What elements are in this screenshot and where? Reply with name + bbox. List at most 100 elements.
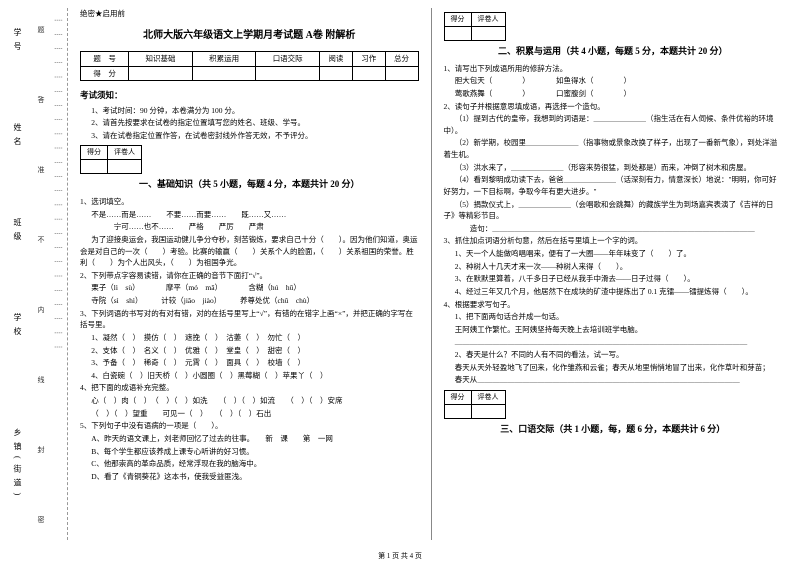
mark-table-3: 得分 评卷人 — [444, 390, 506, 419]
notice-2: 2、请首先按要求在试卷的指定位置填写您的姓名、班级、学号。 — [80, 117, 419, 129]
gutter-dots: ┊┊┊┊┊┊┊┊┊┊┊┊┊┊┊┊┊┊┊┊┊┊┊┊ — [54, 18, 62, 359]
r-q1-stem: 1、请写出下列成语所用的修辞方法。 — [444, 63, 783, 75]
mark-h0: 得分 — [81, 146, 108, 160]
gutter-label-xuehao: 学号 — [12, 28, 23, 56]
score-row-label: 得 分 — [81, 66, 129, 81]
score-value-row: 得 分 — [81, 66, 419, 81]
q5-c: C、他那崇高的革命品质，经常浮现在我的脑海中。 — [80, 458, 419, 470]
r-q2-l3: （3）洪水来了，＿＿＿＿＿＿＿（形容来势很猛，到处都是）而来，冲倒了树木和房屋。 — [444, 162, 783, 174]
q2-stem: 2、下列带点字容易读错，请你在正确的音节下面打“√”。 — [80, 270, 419, 282]
r-q3-l2: 2、种树人十几天才来一次——种树人来得（ ）。 — [444, 261, 783, 273]
q5-stem: 5、下列句子中没有语病的一项是（ ）。 — [80, 420, 419, 432]
score-blank — [256, 66, 320, 81]
score-h5: 习作 — [352, 52, 385, 67]
score-h3: 口语交际 — [256, 52, 320, 67]
left-column: 绝密★启用前 北师大版六年级语文上学期月考试题 A卷 附解析 题 号 知识基础 … — [68, 8, 431, 540]
score-blank — [352, 66, 385, 81]
q3-stem: 3、下列词语的书写对的有对有错，对的在括号里写上“√”，有错的在错字上画“×”，… — [80, 308, 419, 331]
mark3-h0: 得分 — [444, 390, 471, 404]
exam-title: 北师大版六年级语文上学期月考试题 A卷 附解析 — [80, 28, 419, 44]
score-blank — [192, 66, 256, 81]
r-q4-l4: 春天从天外轻盈地飞了回来，化作雏燕和云雀；春天从地里悄悄地冒了出来，化作草叶和芽… — [444, 362, 783, 374]
r-q4-stem: 4、根据要求写句子。 — [444, 299, 783, 311]
mark-blank — [108, 160, 142, 174]
gutter-side-2: 准 — [36, 166, 46, 173]
gutter-label-xiangzhen: 乡镇(街道) — [12, 428, 23, 501]
r-q2-l6: 造句：＿＿＿＿＿＿＿＿＿＿＿＿＿＿＿＿＿＿＿＿＿＿＿＿＿＿＿＿＿＿＿＿＿＿＿ — [444, 223, 783, 235]
r-q3-l3: 3、在默默里算着，八千多日子已经从我手中滑去——日子过得（ ）。 — [444, 273, 783, 285]
r-q4-l3: 2、春天是什么？不同的人有不同的看法，试一写。 — [444, 349, 783, 361]
r-q2-l5: （5）捐款仪式上，＿＿＿＿＿＿＿（会唱歌和会跳舞）的藏族学生为到场嘉宾表演了《吉… — [444, 199, 783, 222]
q3-l1: 1、凝然（ ） 摸仿（ ） 遮挽（ ） 沽萎（ ） 勿忙（ ） — [80, 332, 419, 344]
q3-l4: 4、白瓷碗（ ）旧天桥（ ）小圆圈（ ）黑莓糊（ ）苹果丫（ ） — [80, 370, 419, 382]
r-q2-l4: （4）看到黎明成功读下去，爸爸＿＿＿＿＿＿＿（话深刻有力，情意深长）地说："明明… — [444, 174, 783, 197]
section2-title: 二、积累与运用（共 4 小题，每题 5 分，本题共计 20 分） — [444, 45, 783, 59]
gutter-side-5: 线 — [36, 376, 46, 383]
gutter-side-0: 题 — [36, 26, 46, 33]
mark-table-2: 得分 评卷人 — [444, 12, 506, 41]
q4-l2: （ ）（ ）望重 可见一（ ） （ ）（ ）石出 — [80, 408, 419, 420]
q1-row1: 不是……而是…… 不要……而要…… 既……又…… — [80, 209, 419, 221]
r-q2-l2: （2）新学期，校园里＿＿＿＿＿＿＿（指事物或景象改换了样子，出现了一番新气象），… — [444, 137, 783, 160]
mark2-h1: 评卷人 — [471, 13, 505, 27]
gutter-side-3: 不 — [36, 236, 46, 243]
score-h4: 阅读 — [319, 52, 352, 67]
r-q1-l1: 胆大包天（ ） 如鱼得水（ ） — [444, 75, 783, 87]
mark-blank — [471, 26, 505, 40]
notice-1: 1、考试时间：90 分钟，本卷满分为 100 分。 — [80, 105, 419, 117]
q1-row2: 宁可……也不…… 严格 严厉 严肃 — [80, 221, 419, 233]
mark-blank — [471, 404, 505, 418]
q1-p1: 为了迎接奥运会，我国运动健儿争分夺秒，刻苦锻炼，要求自己十分（ ）。因为他们知道… — [80, 234, 419, 269]
q2-l1: 栗子（lì sù） 摩平（mó mā） 含糊（hú hū） — [80, 282, 419, 294]
mark-table-1: 得分 评卷人 — [80, 145, 142, 174]
mark-blank — [81, 160, 108, 174]
r-q2-stem: 2、读句子并根据意思填成语，再选择一个造句。 — [444, 101, 783, 113]
q4-l1: 心（ ）肉（ ） （ ）（ ）如洗 （ ）（ ）如流 （ ）（ ）安席 — [80, 395, 419, 407]
right-column: 得分 评卷人 二、积累与运用（共 4 小题，每题 5 分，本题共计 20 分） … — [432, 8, 795, 540]
r-q2-l1: （1）提到古代的皇帝，我想到的词语是：＿＿＿＿＿＿＿（指生活在有人伺候、条件优裕… — [444, 113, 783, 136]
page-footer: 第 1 页 共 4 页 — [0, 551, 800, 561]
r-q4-l2: 王阿姨工作繁忙。王阿姨坚持每天晚上去培训班学电脑。 — [444, 324, 783, 336]
score-header-row: 题 号 知识基础 积累运用 口语交际 阅读 习作 总分 — [81, 52, 419, 67]
mark2-h0: 得分 — [444, 13, 471, 27]
secret-label: 绝密★启用前 — [80, 8, 419, 20]
gutter-label-banji: 班级 — [12, 218, 23, 246]
score-blank — [129, 66, 193, 81]
score-table: 题 号 知识基础 积累运用 口语交际 阅读 习作 总分 得 分 — [80, 51, 419, 81]
mark-blank — [444, 26, 471, 40]
q3-l2: 2、支体（ ） 名义（ ） 优雅（ ） 堂皇（ ） 甜密（ ） — [80, 345, 419, 357]
q5-d: D、看了《青铜葵花》这本书，使我受益匪浅。 — [80, 471, 419, 483]
score-blank — [319, 66, 352, 81]
section1-title: 一、基础知识（共 5 小题，每题 4 分，本题共计 20 分） — [80, 178, 419, 192]
r-q3-stem: 3、抓住加点词语分析句意，然后在括号里填上一个字的词。 — [444, 235, 783, 247]
notice-3: 3、请在试卷指定位置作答，在试卷密封线外作答无效，不予评分。 — [80, 130, 419, 142]
r-q4-l1: 1、把下面两句话合并成一句话。 — [444, 311, 783, 323]
score-h0: 题 号 — [81, 52, 129, 67]
gutter-label-xuexiao: 学校 — [12, 313, 23, 341]
q3-l3: 3、予备（ ） 稀奇（ ） 元霄（ ） 面具（ ） 校墙（ ） — [80, 357, 419, 369]
gutter-side-6: 封 — [36, 446, 46, 453]
r-q4-l5: 春天从＿＿＿＿＿＿＿＿＿＿＿＿＿＿＿＿＿＿＿＿＿＿＿＿＿＿＿＿＿＿＿＿＿＿＿ — [444, 374, 783, 386]
section3-title: 三、口语交际（共 1 小题，每，题 6 分，本题共计 6 分） — [444, 423, 783, 437]
notice-title: 考试须知： — [80, 89, 419, 102]
binding-gutter: 学号 姓名 班级 学校 乡镇(街道) 题 答 准 不 内 线 封 密 ┊┊┊┊┊… — [6, 8, 68, 540]
gutter-side-7: 密 — [36, 516, 46, 523]
q1-stem: 1、选词填空。 — [80, 196, 419, 208]
q4-stem: 4、把下面的成语补充完整。 — [80, 382, 419, 394]
mark3-h1: 评卷人 — [471, 390, 505, 404]
gutter-label-xingming: 姓名 — [12, 123, 23, 151]
score-h2: 积累运用 — [192, 52, 256, 67]
mark-blank — [444, 404, 471, 418]
gutter-side-1: 答 — [36, 96, 46, 103]
score-h1: 知识基础 — [129, 52, 193, 67]
page: 学号 姓名 班级 学校 乡镇(街道) 题 答 准 不 内 线 封 密 ┊┊┊┊┊… — [0, 0, 800, 540]
q5-b: B、每个学生都应该养成上课专心听讲的好习惯。 — [80, 446, 419, 458]
q2-l2: 寺院（sì shì） 计较（jiǎo jiào） 养尊处优（chǔ chù） — [80, 295, 419, 307]
r-q3-l4: 4、经过三年又几个月，他居然下在成块的矿渣中提炼出了 0.1 克镭——镭提炼得（… — [444, 286, 783, 298]
r-q1-l2: 莺歌燕舞（ ） 口蜜腹剑（ ） — [444, 88, 783, 100]
gutter-side-4: 内 — [36, 306, 46, 313]
score-h6: 总分 — [385, 52, 418, 67]
mark-h1: 评卷人 — [108, 146, 142, 160]
score-blank — [385, 66, 418, 81]
r-q4-blank1: ＿＿＿＿＿＿＿＿＿＿＿＿＿＿＿＿＿＿＿＿＿＿＿＿＿＿＿＿＿＿＿＿＿＿＿＿＿＿＿ — [444, 336, 783, 348]
